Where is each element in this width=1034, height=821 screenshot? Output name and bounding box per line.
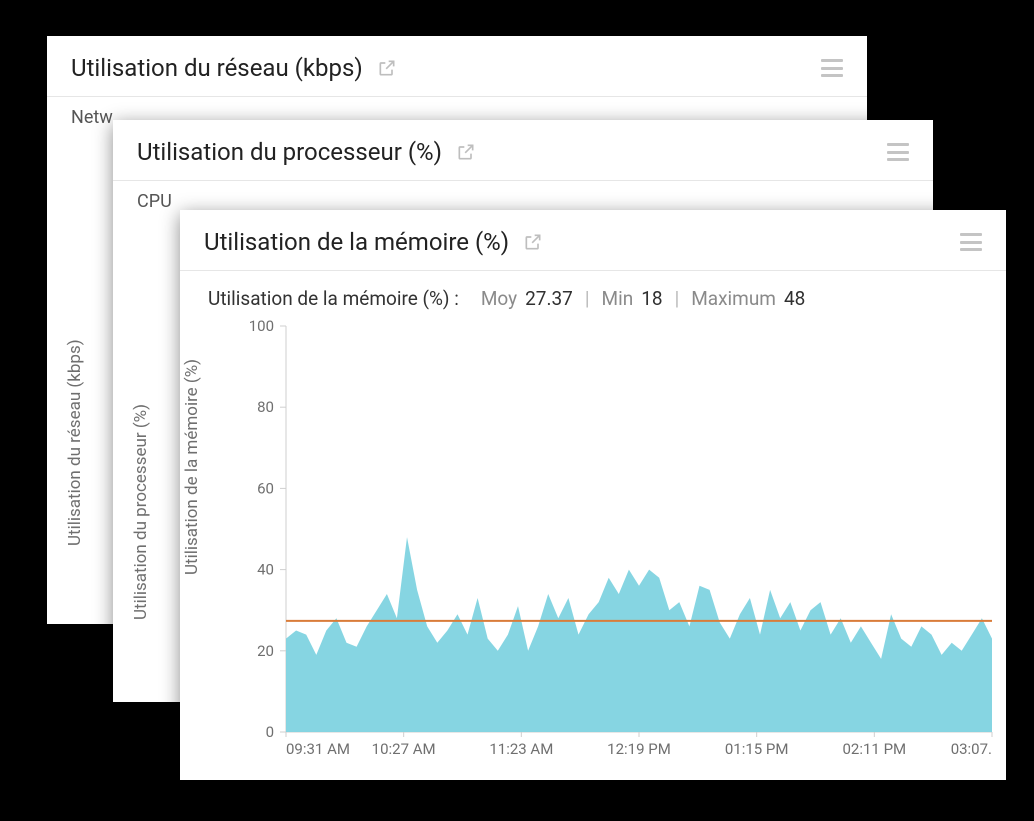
stats-avg-key: Moy: [481, 287, 517, 310]
card-header-memory: Utilisation de la mémoire (%): [180, 210, 1006, 271]
popout-icon[interactable]: [456, 142, 476, 162]
svg-text:0: 0: [266, 723, 274, 741]
card-title-processor: Utilisation du processeur (%): [137, 138, 442, 166]
card-header-processor: Utilisation du processeur (%): [113, 120, 933, 181]
svg-text:100: 100: [249, 317, 274, 335]
stats-label: Utilisation de la mémoire (%) :: [208, 287, 459, 310]
card-header-network: Utilisation du réseau (kbps): [47, 36, 867, 97]
svg-text:11:23 AM: 11:23 AM: [489, 740, 553, 758]
menu-icon[interactable]: [821, 59, 843, 77]
popout-icon[interactable]: [523, 232, 543, 252]
stats-max-val: 48: [784, 287, 805, 310]
yaxis-label-network: Utilisation du réseau (kbps): [65, 339, 85, 546]
chart-wrap: Utilisation de la mémoire (%) 0 20 40 60 80 1…: [180, 316, 1006, 786]
yaxis-label-memory: Utilisation de la mémoire (%): [182, 358, 202, 574]
stats-sep: |: [675, 287, 680, 310]
svg-text:20: 20: [257, 642, 274, 660]
svg-text:60: 60: [257, 479, 274, 497]
svg-text:01:15 PM: 01:15 PM: [725, 740, 789, 758]
svg-text:40: 40: [257, 561, 274, 579]
stats-avg-val: 27.37: [525, 287, 573, 310]
svg-text:10:27 AM: 10:27 AM: [372, 740, 436, 758]
svg-text:80: 80: [257, 398, 274, 416]
yaxis-label-processor: Utilisation du processeur (%): [131, 404, 151, 620]
svg-text:12:19 PM: 12:19 PM: [607, 740, 671, 758]
menu-icon[interactable]: [887, 143, 909, 161]
stats-max-key: Maximum: [691, 287, 776, 310]
svg-text:09:31 AM: 09:31 AM: [286, 740, 350, 758]
svg-text:02:11 PM: 02:11 PM: [843, 740, 907, 758]
card-title-network: Utilisation du réseau (kbps): [71, 54, 363, 82]
card-title-memory: Utilisation de la mémoire (%): [204, 228, 509, 256]
memory-chart: 0 20 40 60 80 100 09:31 AM 10:27 AM 11:23 AM 12:1…: [236, 316, 998, 766]
menu-icon[interactable]: [960, 233, 982, 251]
stage: Utilisation du réseau (kbps) Netw Utilis…: [0, 0, 1034, 821]
stats-min-val: 18: [641, 287, 662, 310]
card-memory: Utilisation de la mémoire (%) Utilisatio…: [180, 210, 1006, 780]
stats-row: Utilisation de la mémoire (%) : Moy 27.3…: [180, 271, 1006, 316]
popout-icon[interactable]: [377, 58, 397, 78]
stats-sep: |: [585, 287, 590, 310]
svg-text:03:07.: 03:07.: [951, 740, 992, 758]
stats-min-key: Min: [602, 287, 634, 310]
